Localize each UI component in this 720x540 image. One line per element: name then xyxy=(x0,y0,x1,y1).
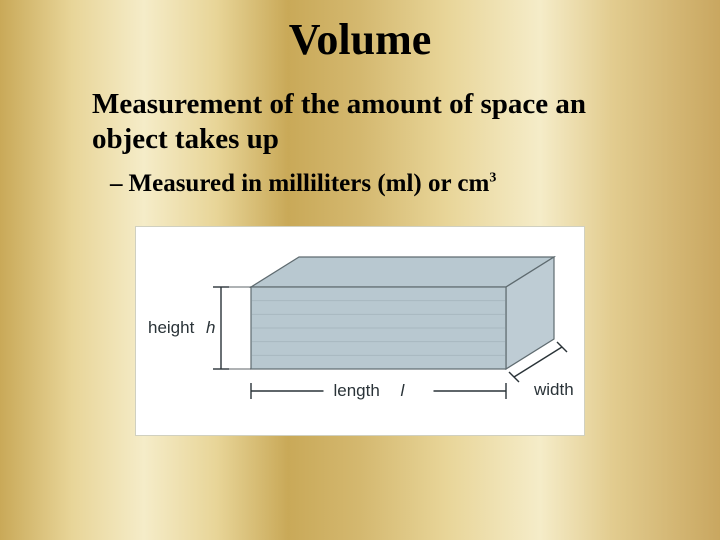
svg-text:height: height xyxy=(148,318,195,337)
bullet-sup: 3 xyxy=(489,170,496,185)
svg-text:length: length xyxy=(334,381,380,400)
bullet-dash: – xyxy=(110,170,123,197)
box-diagram-svg: heighthlengthlwidthw xyxy=(136,227,586,437)
volume-diagram: heighthlengthlwidthw xyxy=(135,226,585,436)
page-title: Volume xyxy=(0,0,720,65)
bullet-text: Measured in milliliters (ml) or cm xyxy=(129,170,490,197)
bullet-item: –Measured in milliliters (ml) or cm3 xyxy=(110,170,720,198)
svg-text:h: h xyxy=(206,318,215,337)
svg-text:width: width xyxy=(533,380,574,399)
subtitle-text: Measurement of the amount of space an ob… xyxy=(92,87,650,158)
